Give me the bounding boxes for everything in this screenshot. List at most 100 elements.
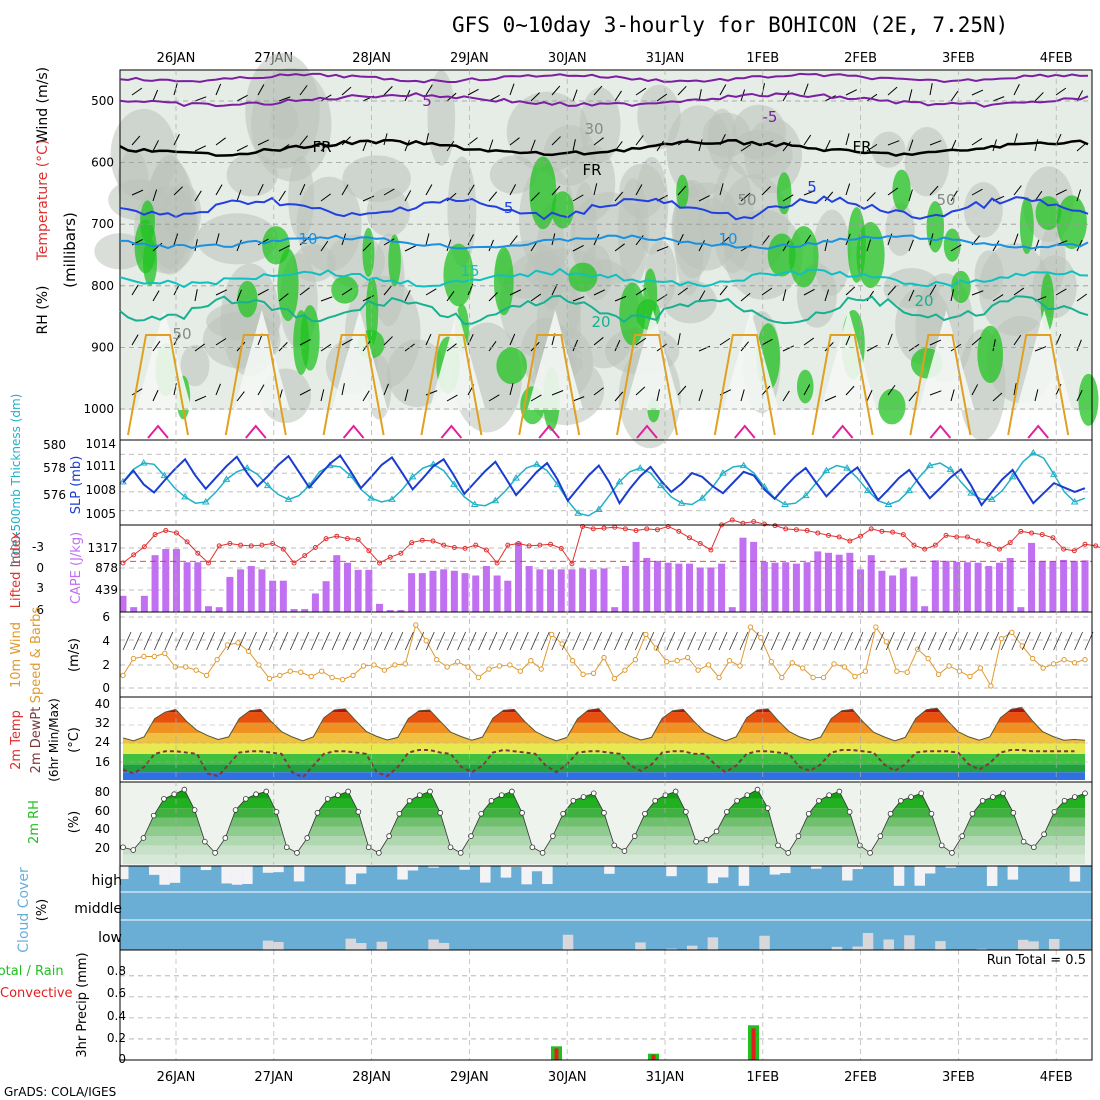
- wind-speed-point: [716, 674, 722, 681]
- wind-barb: [812, 631, 822, 651]
- lifted-index-point: [515, 540, 521, 546]
- wind-speed-point: [454, 659, 461, 665]
- wind-barb: [383, 238, 395, 246]
- wind-speed-point: [496, 663, 503, 669]
- cloud-low-gap: [562, 934, 574, 950]
- wind-barb: [740, 389, 745, 402]
- rh-gray-region: [904, 127, 950, 197]
- wind-barb: [614, 339, 621, 352]
- wind-barb: [1013, 84, 1020, 96]
- precip-tick: 0.6: [107, 986, 126, 1000]
- cloud-high-gap: [428, 866, 439, 868]
- lifted-index-point: [847, 538, 853, 544]
- rh-point: [447, 844, 454, 851]
- wind-barb: [152, 340, 161, 352]
- cape-bar: [771, 562, 779, 612]
- precip-frame: [119, 949, 1093, 1061]
- wind-barb: [299, 183, 306, 196]
- wind-barb: [551, 136, 561, 146]
- cloud-low-gap: [635, 942, 646, 950]
- wind-barb: [215, 184, 223, 196]
- rh-point: [724, 809, 730, 815]
- wind-barb: [236, 145, 248, 152]
- wind-barb: [436, 631, 446, 651]
- wind-barb: [677, 234, 684, 246]
- wind-speed-point: [779, 674, 785, 681]
- pressure-tick: 1000: [83, 402, 114, 416]
- wind-barb: [614, 90, 622, 102]
- cloud-low-gap: [759, 935, 770, 950]
- wind-barb: [740, 292, 751, 302]
- cape-bar: [739, 537, 747, 612]
- wind-barb: [655, 631, 665, 651]
- cloud-low-gap: [438, 942, 450, 950]
- cloud-high-gap: [604, 866, 615, 874]
- cape-bar: [504, 580, 512, 612]
- wind-speed-point: [193, 667, 199, 673]
- temp-band: [123, 743, 1085, 754]
- wind-barb: [824, 191, 834, 202]
- rh-point: [539, 850, 546, 856]
- lifted-index-point: [173, 530, 179, 536]
- cape-bar: [429, 570, 437, 612]
- wind-barb: [582, 631, 592, 651]
- wind-barb: [404, 245, 417, 252]
- wind-barb: [845, 385, 855, 396]
- wind-barb: [446, 343, 457, 352]
- wind-speed-point: [360, 663, 367, 669]
- cape-bar: [974, 562, 982, 612]
- cape-bar: [728, 607, 736, 612]
- thickness-point: [1070, 497, 1079, 505]
- wind-barb: [1034, 139, 1039, 152]
- cloud-high-gap: [169, 866, 181, 883]
- wind-barb: [593, 183, 598, 196]
- rh-point: [662, 792, 669, 798]
- temp-contour-25: [224, 334, 287, 436]
- cloud-high-gap: [200, 866, 212, 871]
- rh-point: [171, 791, 177, 798]
- cloud-high-gap: [159, 866, 170, 885]
- cape-bar: [450, 570, 458, 612]
- rh-green-region: [365, 276, 379, 345]
- wind-barb: [404, 389, 409, 402]
- rh-point: [570, 797, 577, 804]
- wind-speed-point: [318, 668, 325, 674]
- wind-barb: [729, 631, 738, 651]
- wind-speed-point: [1040, 665, 1046, 671]
- cape-bar: [418, 573, 426, 612]
- cloud-high-gap: [945, 866, 957, 868]
- wind-speed-point: [151, 653, 158, 660]
- wind-barb: [1013, 185, 1022, 196]
- rh-point: [1041, 831, 1047, 838]
- contour-label: 50: [737, 191, 756, 209]
- cape-bar: [119, 595, 127, 612]
- cape-bar: [579, 568, 587, 612]
- cloud-high-gap: [893, 866, 905, 886]
- cloud-low-gap: [904, 935, 915, 950]
- temp-axis-label-b: 2m DewPt: [29, 707, 44, 774]
- wind-speed-point: [371, 662, 377, 668]
- wind-barb: [635, 87, 647, 96]
- wind-speed-point: [841, 664, 848, 670]
- rh-point: [959, 833, 965, 839]
- wind-barb: [980, 631, 989, 651]
- thickness-point: [843, 464, 851, 471]
- contour-label: 20: [914, 292, 933, 310]
- cape-bar: [643, 558, 651, 612]
- cloud-high-gap: [780, 866, 791, 874]
- wind-speed-point: [967, 673, 973, 680]
- lifted-index-point: [622, 526, 628, 532]
- rh-green-region: [1078, 373, 1099, 426]
- wind-speed-point: [507, 662, 513, 668]
- thickness-point: [946, 465, 955, 472]
- wind-barb: [677, 287, 688, 296]
- wind-barb: [1034, 239, 1040, 252]
- lifted-index-point: [569, 561, 575, 567]
- temp-band: [123, 722, 1085, 733]
- rh-point: [498, 792, 505, 798]
- wind-barb: [677, 333, 681, 346]
- rh-point: [754, 786, 761, 793]
- rh-gray-region: [288, 156, 315, 241]
- wind-barb: [854, 631, 864, 651]
- lifted-index-point: [975, 538, 981, 544]
